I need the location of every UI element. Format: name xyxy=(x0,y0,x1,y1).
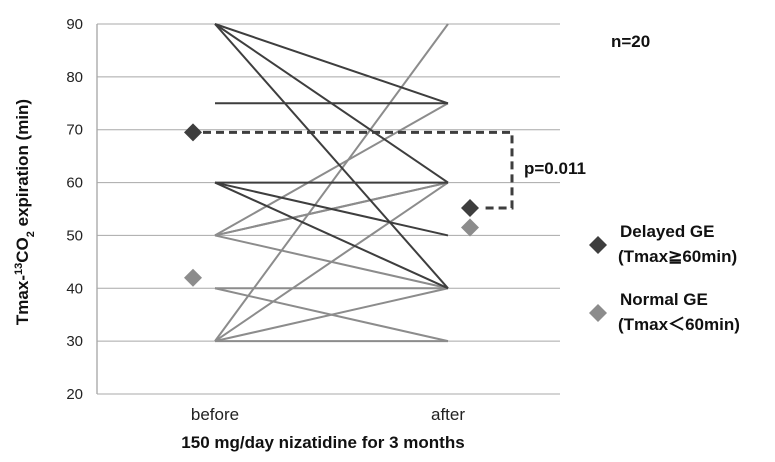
x-category-labels: before after xyxy=(191,405,465,424)
n-annotation: n=20 xyxy=(611,32,650,51)
legend-label: Delayed GE xyxy=(620,222,715,241)
legend-sublabel: (Tmax≧60min) xyxy=(618,247,737,266)
paired-line xyxy=(214,181,449,290)
y-tick-label: 40 xyxy=(66,280,83,297)
bracket-line xyxy=(203,130,514,210)
y-axis-title-sup: 13 xyxy=(13,263,25,275)
x-category-label: before xyxy=(191,405,239,424)
mean-marker xyxy=(461,218,479,237)
y-axis-title-sub: 2 xyxy=(25,231,37,237)
y-axis-title-mid: CO xyxy=(13,237,32,263)
p-value-annotation: p=0.011 xyxy=(524,159,586,178)
x-axis-title: 150 mg/day nizatidine for 3 months xyxy=(181,433,464,452)
y-tick-label: 30 xyxy=(66,333,83,350)
legend-marker xyxy=(589,304,607,322)
y-axis-title-suffix: expiration (min) xyxy=(13,99,32,231)
paired-line xyxy=(214,287,449,343)
x-category-label: after xyxy=(431,405,465,424)
paired-line xyxy=(214,181,449,237)
y-axis-title-prefix: Tmax- xyxy=(13,275,32,325)
mean-marker xyxy=(184,268,202,287)
y-tick-labels: 20 30 40 50 60 70 80 90 xyxy=(66,16,83,403)
y-axis-title: Tmax-13CO2 expiration (min) xyxy=(13,99,37,325)
group-means xyxy=(184,123,479,287)
y-tick-label: 50 xyxy=(66,227,83,244)
paired-line xyxy=(214,102,449,237)
y-tick-label: 70 xyxy=(66,122,83,139)
y-tick-label: 80 xyxy=(66,69,83,86)
legend-sublabel: (Tmax＜60min) xyxy=(618,315,740,334)
paired-lines xyxy=(214,23,449,343)
paired-line xyxy=(214,23,449,105)
paired-line xyxy=(214,23,449,289)
significance-bracket xyxy=(203,130,514,210)
y-tick-label: 90 xyxy=(66,16,83,33)
legend-label: Normal GE xyxy=(620,290,708,309)
legend: Delayed GE (Tmax≧60min) Normal GE (Tmax＜60m… xyxy=(589,222,740,334)
mean-marker xyxy=(461,198,479,217)
legend-marker xyxy=(589,236,607,254)
y-tick-label: 60 xyxy=(66,175,83,192)
y-tick-label: 20 xyxy=(66,386,83,403)
paired-line xyxy=(214,181,449,342)
mean-marker xyxy=(184,123,202,142)
